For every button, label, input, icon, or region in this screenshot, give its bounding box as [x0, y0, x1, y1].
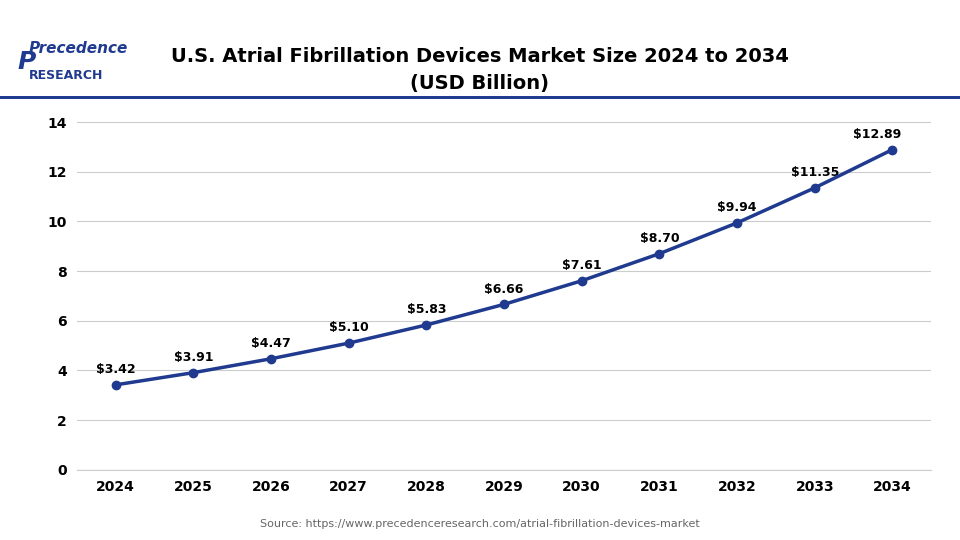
- Text: Precedence: Precedence: [29, 41, 129, 56]
- Text: $9.94: $9.94: [717, 201, 756, 214]
- Text: Source: https://www.precedenceresearch.com/atrial-fibrillation-devices-market: Source: https://www.precedenceresearch.c…: [260, 519, 700, 529]
- Text: $5.83: $5.83: [407, 303, 446, 316]
- Text: $3.91: $3.91: [174, 351, 213, 364]
- Text: $8.70: $8.70: [639, 232, 679, 245]
- Text: $11.35: $11.35: [790, 166, 839, 179]
- Text: $6.66: $6.66: [484, 282, 524, 296]
- Text: $3.42: $3.42: [96, 363, 135, 376]
- Text: $4.47: $4.47: [252, 337, 291, 350]
- Text: RESEARCH: RESEARCH: [29, 69, 103, 82]
- Text: $7.61: $7.61: [562, 259, 602, 272]
- Text: $12.89: $12.89: [852, 128, 900, 141]
- Text: P: P: [17, 50, 36, 74]
- Text: $5.10: $5.10: [328, 321, 369, 334]
- Text: U.S. Atrial Fibrillation Devices Market Size 2024 to 2034: U.S. Atrial Fibrillation Devices Market …: [171, 47, 789, 66]
- Text: (USD Billion): (USD Billion): [411, 74, 549, 93]
